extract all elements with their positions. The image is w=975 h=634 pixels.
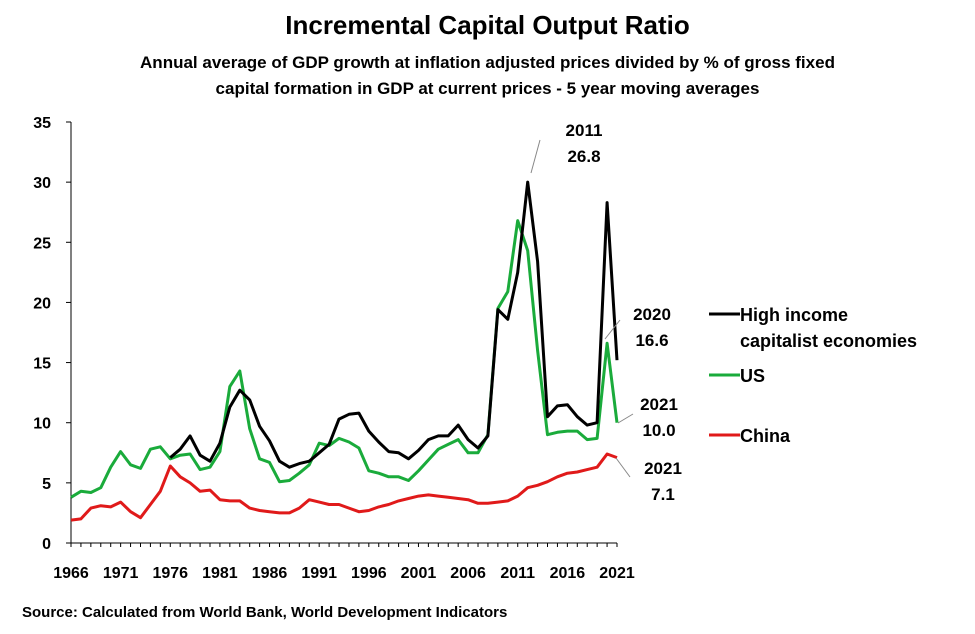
x-tick-label: 1976 [152,565,188,582]
legend-label-1: US [740,366,765,386]
x-tick-label: 1966 [53,565,89,582]
ann-2020-label: 2020 16.6 [633,305,671,350]
series-line-us [70,219,619,499]
ann-2021-us-line-1: 10.0 [642,421,675,440]
subtitle-line-1: Annual average of GDP growth at inflatio… [140,53,835,72]
annotation-layer: 2011 26.8 2020 16.6 2021 10.0 2021 7.1 [530,121,682,504]
chart-source: Source: Calculated from World Bank, Worl… [22,604,508,621]
x-tick-label: 2021 [599,565,635,582]
x-tick-label: 1986 [252,565,288,582]
ann-2021-us-line-0: 2021 [640,395,678,414]
chart-axes: 0 5 10 15 20 25 30 35 1966 1971 1976 1981 1986 1991 19… [33,115,635,582]
legend-label-1-line-0: US [740,366,765,386]
subtitle-line-2: capital formation in GDP at current pric… [215,79,760,98]
ann-2020-line-0: 2020 [633,305,671,324]
ann-2011-line-1: 26.8 [567,147,600,166]
series-layer [70,180,619,522]
ann-2021-china-label: 2021 7.1 [644,459,682,504]
legend-label-0-line-1: capitalist economies [740,331,917,351]
chart-subtitle: Annual average of GDP growth at inflatio… [60,50,915,102]
y-tick-label: 10 [33,416,51,433]
y-tick-label: 0 [42,536,51,553]
y-tick-label: 30 [33,175,51,192]
ann-2021-china-line-0: 2021 [644,459,682,478]
ann-2011-line-0: 2011 [566,121,603,140]
x-tick-label: 2011 [500,565,535,582]
ann-2021-china-leader [615,457,631,478]
legend-label-2: China [740,426,791,446]
ann-2021-us-leader [617,413,634,424]
ann-2021-china-line-1: 7.1 [651,485,675,504]
ann-2011-leader [530,139,541,174]
series-line-china [70,452,618,522]
x-tick-label: 2006 [450,565,486,582]
chart-title: Incremental Capital Output Ratio [285,10,690,40]
ann-2011-label: 2011 26.8 [566,121,603,166]
y-tick-label: 35 [33,115,51,132]
legend-label-2-line-0: China [740,426,791,446]
x-tick-label: 2001 [401,565,437,582]
y-tick-label: 25 [33,235,51,252]
y-tick-label: 5 [42,476,51,493]
ann-2020-line-1: 16.6 [635,331,668,350]
legend-label-0-line-0: High income [740,305,848,325]
chart-legend: High income capitalist economies US China [709,305,917,446]
x-tick-label: 1991 [301,565,337,582]
x-tick-label: 1971 [103,565,139,582]
x-tick-label: 1981 [202,565,238,582]
series-line-high-income-capitalist-economies [169,180,619,469]
x-tick-label: 1996 [351,565,387,582]
y-tick-label: 20 [33,295,51,312]
legend-label-0: High income capitalist economies [740,305,917,351]
x-tick-label: 2016 [550,565,586,582]
ann-2021-us-label: 2021 10.0 [640,395,678,440]
ann-2020-leader [604,319,621,340]
y-tick-label: 15 [33,356,51,373]
